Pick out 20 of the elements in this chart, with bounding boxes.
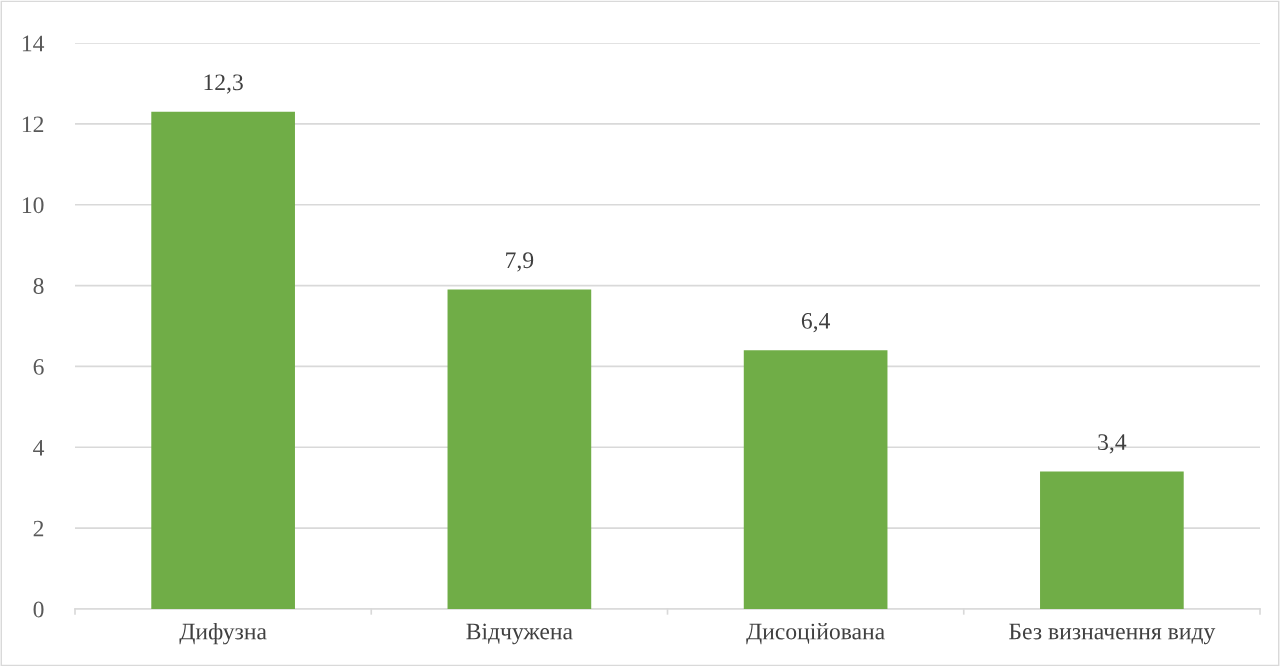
data-label: 3,4 bbox=[1098, 434, 1127, 454]
x-tick-label: Дифузна bbox=[179, 622, 267, 645]
y-tick-label: 8 bbox=[33, 278, 44, 294]
bar bbox=[1040, 471, 1184, 609]
y-tick-label: 0 bbox=[33, 601, 44, 618]
y-tick-label: 4 bbox=[33, 439, 45, 456]
bar bbox=[151, 111, 295, 609]
data-label: 7,9 bbox=[506, 252, 534, 272]
data-label: 12,3 bbox=[204, 74, 243, 94]
y-tick-label: 6 bbox=[33, 358, 44, 375]
y-tick-label: 12 bbox=[22, 116, 44, 133]
data-label: 6,4 bbox=[801, 312, 831, 333]
bar bbox=[447, 289, 592, 609]
y-tick-label: 2 bbox=[33, 520, 44, 537]
y-tick-label: 10 bbox=[22, 197, 44, 214]
bar bbox=[743, 350, 888, 609]
y-tick-label: 14 bbox=[22, 35, 45, 52]
x-tick-label: Без визначення виду bbox=[1009, 623, 1216, 645]
x-tick-label: Дисоційована bbox=[746, 623, 885, 645]
x-tick-label: Відчужена bbox=[466, 623, 573, 645]
